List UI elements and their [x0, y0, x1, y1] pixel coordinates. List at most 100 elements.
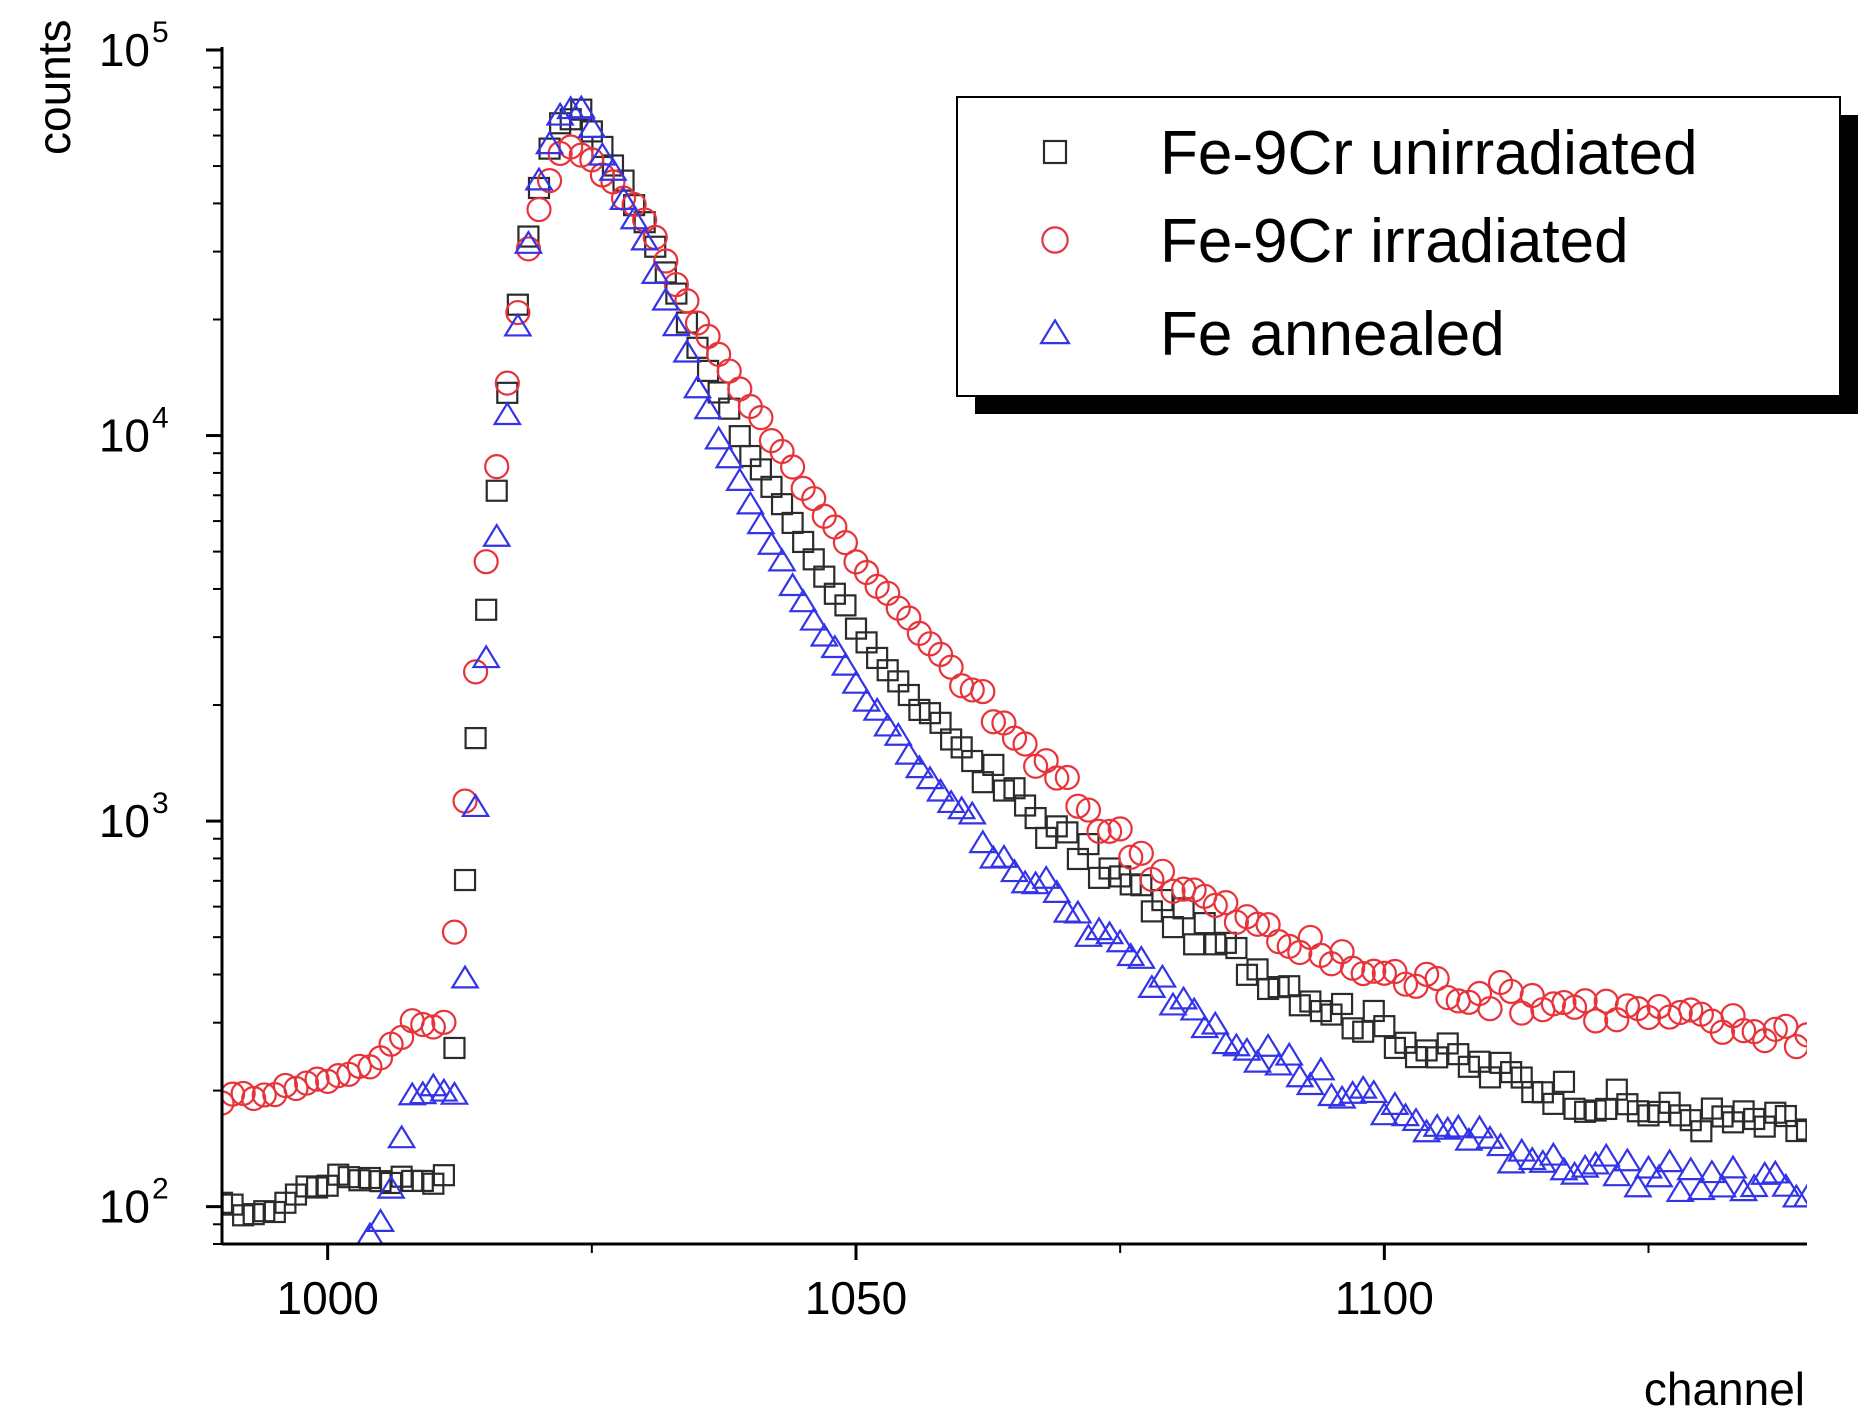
data-point [1158, 991, 1188, 1016]
data-point [1232, 1036, 1262, 1061]
data-point [587, 141, 618, 166]
data-point [1242, 1048, 1273, 1073]
data-point [674, 288, 700, 314]
data-point [1475, 1124, 1505, 1149]
data-point [598, 156, 628, 181]
legend-box [956, 96, 1841, 397]
data-point [1509, 1000, 1535, 1026]
data-point [526, 196, 552, 223]
data-point [304, 1066, 330, 1092]
data-point [904, 754, 935, 779]
data-point [1762, 1016, 1788, 1042]
data-point [1012, 731, 1038, 757]
data-point [862, 696, 892, 721]
data-point [453, 868, 477, 892]
data-point [1496, 1149, 1526, 1174]
data-point [682, 374, 713, 399]
data-point [570, 98, 593, 121]
data-point [938, 654, 964, 680]
data-point [1193, 912, 1216, 935]
data-point [1433, 1115, 1463, 1140]
data-point [1623, 1173, 1653, 1198]
data-point [696, 359, 720, 382]
data-point [1161, 916, 1185, 939]
data-point [970, 678, 996, 705]
axes [220, 47, 1807, 1246]
data-point [1200, 1010, 1230, 1035]
data-point [1690, 1120, 1713, 1143]
data-point [779, 454, 806, 480]
data-point [1750, 1160, 1780, 1185]
data-point [1361, 958, 1387, 984]
data-point [1107, 816, 1133, 842]
y-tick-exponent: 3 [152, 787, 169, 820]
x-tick-label: 1050 [805, 1272, 907, 1324]
data-point [1327, 1084, 1357, 1109]
data-point [410, 1011, 436, 1038]
data-point [1655, 1148, 1685, 1173]
data-point [1338, 1079, 1368, 1104]
data-point [251, 1082, 277, 1108]
data-point [1073, 922, 1104, 947]
data-point [293, 1070, 320, 1096]
legend-item: Fe annealed [1039, 300, 1505, 369]
data-point [1190, 1014, 1220, 1039]
data-point [781, 511, 804, 535]
legend-label: Fe-9Cr unirradiated [1160, 119, 1698, 188]
legend-label: Fe annealed [1160, 300, 1505, 369]
data-point [1739, 1173, 1769, 1198]
data-point [799, 606, 829, 631]
data-point [1728, 1177, 1759, 1202]
data-point [1042, 879, 1072, 903]
data-point [851, 687, 882, 712]
legend-marker [1041, 226, 1069, 254]
data-point [484, 453, 510, 480]
data-point [704, 425, 734, 450]
data-point [1126, 945, 1156, 969]
data-point [376, 1174, 406, 1199]
data-point [432, 1164, 455, 1187]
data-point [1464, 1114, 1495, 1139]
legend-item: Fe-9Cr unirradiated [1042, 119, 1698, 188]
data-point [475, 598, 498, 621]
data-point [735, 490, 765, 515]
data-point [222, 1090, 235, 1116]
data-point [661, 312, 691, 337]
data-point [777, 572, 808, 597]
data-point [1552, 1070, 1576, 1093]
data-point [1667, 999, 1693, 1026]
data-point [1094, 920, 1125, 945]
data-point [1350, 960, 1376, 987]
data-point [272, 1072, 298, 1099]
data-point [841, 669, 871, 694]
x-axis-title: channel [1644, 1363, 1805, 1415]
legend-label: Fe-9Cr irradiated [1160, 207, 1629, 276]
data-point [608, 186, 639, 210]
series-1 [222, 134, 1807, 1116]
data-point [767, 547, 797, 572]
y-tick-label: 10 [99, 410, 150, 462]
data-point [1583, 1008, 1609, 1034]
data-point [517, 225, 540, 248]
data-point [431, 1009, 457, 1035]
data-point [1794, 1022, 1807, 1048]
data-point [619, 205, 649, 230]
data-point [473, 549, 499, 575]
data-point [915, 765, 945, 790]
data-point [450, 964, 480, 989]
legend-marker [1042, 139, 1068, 165]
data-point [492, 401, 522, 426]
data-point [1253, 1032, 1283, 1057]
data-point [1528, 1148, 1558, 1173]
data-point [1075, 797, 1102, 823]
data-point [788, 588, 818, 613]
data-point [1540, 991, 1567, 1017]
data-point [534, 130, 565, 155]
data-point [725, 467, 755, 491]
data-point [1359, 1079, 1389, 1104]
data-point [1274, 1041, 1304, 1066]
data-point [714, 444, 744, 469]
data-point [1718, 1154, 1748, 1179]
data-point [1795, 1118, 1807, 1141]
